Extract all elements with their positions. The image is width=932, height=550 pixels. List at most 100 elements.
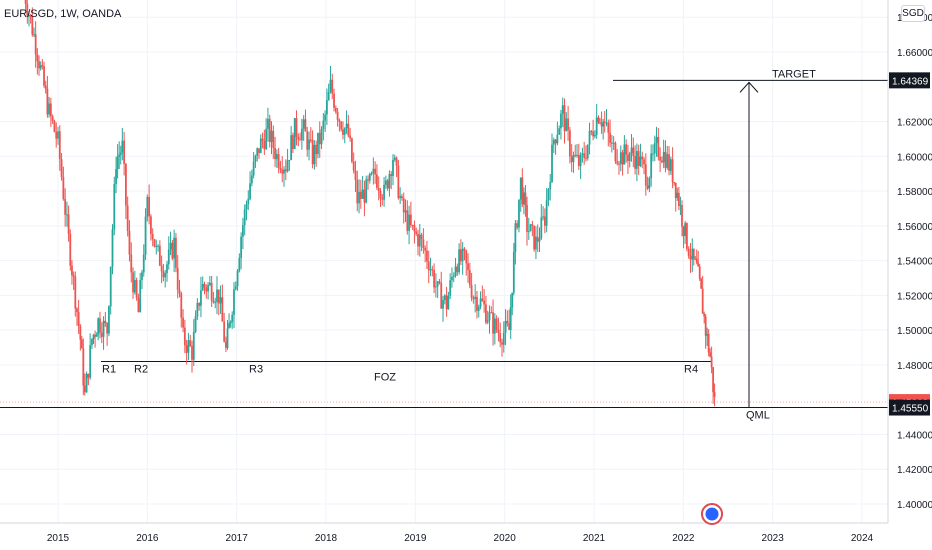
candle-body bbox=[180, 293, 183, 318]
candle-body bbox=[210, 282, 213, 301]
candle-body bbox=[309, 139, 312, 141]
candle-body bbox=[374, 168, 377, 175]
candle-body bbox=[625, 144, 628, 155]
candle-body bbox=[162, 271, 165, 278]
candle-body bbox=[490, 312, 493, 314]
candle-body bbox=[164, 273, 167, 278]
candle-body bbox=[64, 198, 67, 215]
candle-body bbox=[299, 139, 301, 141]
candle-body bbox=[706, 333, 709, 336]
candle-body bbox=[240, 236, 243, 258]
candle-body bbox=[603, 121, 606, 123]
candle-body bbox=[106, 323, 109, 334]
candle-body bbox=[413, 225, 416, 232]
candle-body bbox=[258, 148, 260, 153]
candle-body bbox=[113, 183, 116, 230]
candle-body bbox=[634, 156, 636, 169]
candle-body bbox=[415, 231, 418, 234]
candle-body bbox=[545, 200, 548, 226]
candle-body bbox=[630, 147, 633, 154]
candle-body bbox=[377, 187, 380, 191]
candle-body bbox=[376, 174, 378, 188]
candle-body bbox=[637, 151, 640, 166]
candle-body bbox=[429, 269, 432, 271]
candle-body bbox=[506, 320, 509, 324]
candle-body bbox=[128, 231, 131, 255]
candle-body bbox=[703, 313, 706, 317]
candle-body bbox=[694, 258, 697, 260]
candle-body bbox=[561, 105, 564, 114]
candle-body bbox=[379, 190, 382, 199]
candle-body bbox=[512, 251, 515, 293]
candle-body bbox=[135, 279, 138, 299]
target-price-badge-text: 1.64369 bbox=[892, 76, 929, 87]
candle-body bbox=[449, 280, 452, 296]
candle-body bbox=[295, 118, 298, 137]
candle-body bbox=[58, 131, 61, 160]
candle-body bbox=[183, 327, 186, 346]
candle-body bbox=[563, 105, 566, 132]
candle-body bbox=[540, 217, 543, 239]
y-tick-label: 1.42000 bbox=[897, 465, 932, 476]
candle-body bbox=[219, 297, 222, 304]
candle-body bbox=[664, 151, 667, 168]
candle-body bbox=[707, 333, 710, 353]
candle-body bbox=[479, 298, 482, 307]
candle-body bbox=[304, 119, 307, 132]
candle-body bbox=[422, 239, 425, 248]
price-axis[interactable]: 1.40000 1.42000 1.44000 1.48000 1.50000 1.520… bbox=[887, 0, 932, 523]
candle-body bbox=[574, 154, 577, 156]
candle-body bbox=[547, 189, 550, 201]
candle-body bbox=[668, 154, 670, 171]
candle-body bbox=[254, 155, 257, 162]
candle-body bbox=[518, 199, 520, 228]
candle-body bbox=[440, 282, 443, 309]
candle-body bbox=[29, 15, 32, 17]
candle-body bbox=[456, 266, 459, 273]
candle-body bbox=[60, 159, 63, 177]
candle-body bbox=[286, 160, 289, 172]
candle-body bbox=[231, 314, 234, 323]
candle-body bbox=[225, 341, 227, 348]
candle-body bbox=[599, 122, 601, 124]
candle-body bbox=[217, 289, 220, 304]
candle-body bbox=[191, 345, 193, 360]
candle-body bbox=[363, 189, 366, 203]
y-tick-label: 1.48000 bbox=[897, 361, 932, 372]
candle-body bbox=[160, 265, 163, 272]
candle-body bbox=[474, 296, 477, 300]
candle-body bbox=[682, 226, 685, 236]
candle-body bbox=[325, 100, 328, 115]
candle-body bbox=[607, 122, 610, 133]
candle-body bbox=[368, 173, 371, 181]
candle-body bbox=[28, 15, 30, 17]
candle-body bbox=[302, 119, 305, 129]
candle-body bbox=[272, 130, 275, 148]
candle-body bbox=[568, 130, 571, 157]
candle-body bbox=[76, 308, 78, 313]
candle-body bbox=[329, 79, 332, 92]
time-axis[interactable]: 2015 2016 2017 2018 2019 2020 2021 2022 2023 2024 bbox=[0, 522, 888, 544]
candle-body bbox=[508, 323, 511, 330]
candle-body bbox=[712, 367, 715, 393]
candle-body bbox=[234, 286, 237, 290]
candle-body bbox=[265, 128, 268, 149]
candle-body bbox=[263, 140, 266, 149]
candle-body bbox=[610, 142, 613, 144]
candle-body bbox=[426, 250, 428, 262]
candle-body bbox=[424, 247, 427, 251]
candle-body bbox=[552, 139, 555, 145]
candle-body bbox=[66, 214, 68, 216]
candle-body bbox=[393, 157, 396, 160]
candle-body bbox=[577, 154, 580, 167]
candle-body bbox=[146, 196, 149, 217]
candle-body bbox=[80, 339, 83, 349]
candle-body bbox=[590, 130, 593, 132]
candle-body bbox=[701, 288, 704, 314]
tradingview-logo[interactable] bbox=[701, 503, 723, 525]
candle-body bbox=[119, 152, 122, 155]
currency-unit-button[interactable]: SGD bbox=[901, 5, 925, 22]
candlestick-series bbox=[24, 0, 716, 407]
candle-body bbox=[677, 192, 680, 206]
